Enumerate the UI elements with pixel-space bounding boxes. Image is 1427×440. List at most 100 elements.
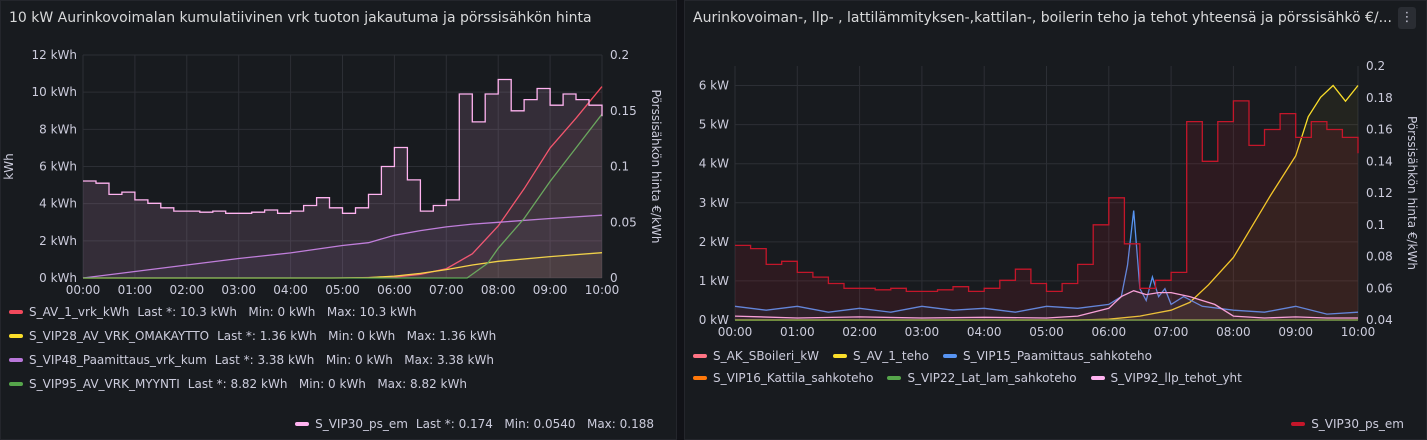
legend-stats: Last *: 1.36 kWh Min: 0 kWh Max: 1.36 kW… [217,329,497,343]
legend-swatch [1291,422,1306,426]
series-area [735,210,1358,320]
series-area [83,114,602,278]
x-tick-label: 04:00 [967,325,1002,339]
legend-label: S_VIP95_AV_VRK_MYYNTI [29,377,180,391]
y2-tick-label: 0.12 [1366,186,1393,200]
legend-item[interactable]: S_VIP16_Kattila_sahkoteho [693,371,873,385]
legend-right: S_AK_SBoileri_kW S_AV_1_teho S_VIP15_Paami… [693,349,1333,385]
x-tick-label: 06:00 [1092,325,1127,339]
y2-tick-label: 0.15 [610,104,637,118]
series-line [83,78,603,214]
legend-stats: Last *: 0.174 Min: 0.0540 Max: 0.188 [415,417,654,431]
legend-swatch [693,354,707,358]
legend-swatch [9,310,23,314]
legend-item-price[interactable]: S_VIP30_ps_em [1291,417,1404,431]
legend-item[interactable]: S_VIP48_Paamittaus_vrk_kum Last *: 3.38 k… [9,353,494,367]
y-tick-label: 5 kW [699,118,729,132]
legend-swatch [9,382,23,386]
y2-axis-title: Pörssisähkön hinta €/kWh [1405,116,1419,270]
y-tick-label: 6 kW [699,79,729,93]
x-tick-label: 02:00 [170,283,205,297]
x-tick-label: 03:00 [905,325,940,339]
series-area [735,85,1358,320]
y2-axis-title: Pörssisähkön hinta €/kWh [649,90,663,244]
y2-tick-label: 0.1 [610,160,629,174]
legend-swatch [833,354,848,358]
x-tick-label: 00:00 [66,283,101,297]
x-tick-label: 05:00 [325,283,360,297]
legend-swatch [693,376,707,380]
x-tick-label: 00:00 [718,325,753,339]
series-area [83,86,602,278]
series-area [83,252,602,278]
legend-item[interactable]: S_VIP22_Lat_lam_sahkoteho [887,371,1077,385]
legend-label: S_VIP92_llp_tehot_yht [1110,371,1242,385]
chart-right: 0 kW 1 kW 2 kW 3 kW 4 kW 5 kW 6 kW 00:00 01:00 02… [699,59,1419,339]
y-tick-label: 10 kWh [31,85,77,99]
legend-label: S_AV_1_teho [853,349,929,363]
y2-tick-label: 0.05 [610,215,637,229]
legend-label: S_VIP22_Lat_lam_sahkoteho [907,371,1077,385]
legend-item[interactable]: S_VIP95_AV_VRK_MYYNTI Last *: 8.82 kWh Mi… [9,377,467,391]
y-tick-label: 0 kW [699,313,729,327]
series-area [735,290,1358,320]
panel-title: 10 kW Aurinkovoimalan kumulatiivinen vrk… [9,10,592,26]
legend-label: S_AK_SBoileri_kW [713,349,820,363]
y-tick-label: 2 kWh [39,234,77,248]
legend-item[interactable]: S_VIP15_Paamittaus_sahkoteho [942,349,1152,363]
legend-label: S_VIP30_ps_em [1311,417,1404,431]
x-tick-label: 08:00 [1216,325,1251,339]
y2-tick-label: 0.2 [1366,59,1385,73]
x-tick-label: 03:00 [221,283,256,297]
x-tick-label: 10:00 [585,283,620,297]
y-axis-title: kWh [2,153,16,179]
y2-tick-label: 0 [610,271,618,285]
y2-tick-label: 0.1 [1366,218,1385,232]
legend-item[interactable]: S_AK_SBoileri_kW [693,349,819,363]
legend-stats: Last *: 10.3 kWh Min: 0 kWh Max: 10.3 kW… [137,305,417,319]
legend-swatch [887,376,902,380]
series-area [83,79,602,278]
legend-swatch [9,334,23,338]
y-tick-label: 0 kWh [39,271,77,285]
y2-tick-label: 0.16 [1366,123,1393,137]
legend-item[interactable]: S_AV_1_teho [833,349,929,363]
y-tick-label: 12 kWh [31,48,77,62]
x-tick-label: 08:00 [481,283,516,297]
series-line [734,290,1358,319]
panel-menu-button[interactable]: ⋮ [1398,7,1416,29]
legend-label: S_AV_1_vrk_kWh [29,305,130,319]
y2-tick-label: 0.04 [1366,313,1393,327]
legend-swatch [942,354,957,358]
legend-item[interactable]: S_VIP92_llp_tehot_yht [1090,371,1242,385]
y-tick-label: 4 kW [699,157,729,171]
panel-left: 10 kW Aurinkovoimalan kumulatiivinen vrk… [0,0,677,440]
legend-label: S_VIP28_AV_VRK_OMAKAYTTO [29,329,210,343]
legend-item[interactable]: S_VIP28_AV_VRK_OMAKAYTTO Last *: 1.36 kWh… [9,329,496,343]
y-tick-label: 8 kWh [39,122,77,136]
legend-label: S_VIP16_Kattila_sahkoteho [713,371,874,385]
legend-label: S_VIP15_Paamittaus_sahkoteho [962,349,1152,363]
legend-swatch [1090,376,1105,380]
y-tick-label: 2 kW [699,235,729,249]
y-tick-label: 4 kWh [39,197,77,211]
y2-tick-label: 0.08 [1366,250,1393,264]
y2-tick-label: 0.06 [1366,281,1393,295]
legend-stats: Last *: 3.38 kWh Min: 0 kWh Max: 3.38 kW… [214,353,494,367]
legend-item[interactable]: S_AV_1_vrk_kWh Last *: 10.3 kWh Min: 0 kW… [9,305,416,319]
legend-stats: Last *: 8.82 kWh Min: 0 kWh Max: 8.82 kW… [187,377,467,391]
x-tick-label: 01:00 [118,283,153,297]
x-tick-label: 02:00 [842,325,877,339]
panel-right: Aurinkovoiman-, llp- , lattilämmityksen-… [684,0,1427,440]
y2-tick-label: 0.2 [610,48,629,62]
y2-tick-label: 0.14 [1366,154,1393,168]
legend-item-price[interactable]: S_VIP30_ps_em Last *: 0.174 Min: 0.0540 … [295,417,654,431]
x-tick-label: 07:00 [429,283,464,297]
legend-swatch [9,358,23,362]
x-tick-label: 05:00 [1029,325,1064,339]
x-tick-label: 09:00 [533,283,568,297]
x-tick-label: 04:00 [273,283,308,297]
legend-swatch [295,422,310,426]
series-line [734,210,1359,315]
y-tick-label: 3 kW [699,196,729,210]
